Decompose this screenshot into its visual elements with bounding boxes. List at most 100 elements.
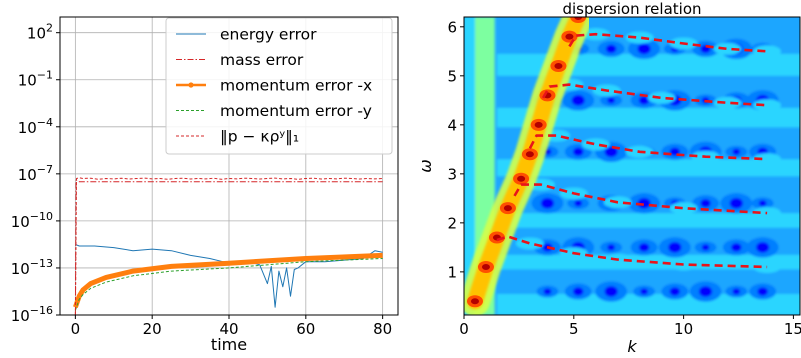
ridge-peak-core	[517, 175, 526, 182]
heatmap-branch-patch	[581, 138, 610, 151]
dispersion-plot: dispersion relation 0 5 10 15 1 2 3 4 5 6 k ω	[416, 0, 801, 356]
tick-label-omega: 2	[447, 214, 457, 232]
tick-label-y: 10−16	[11, 304, 53, 325]
heatmap-band	[496, 213, 800, 228]
legend-label: momentum error -x	[220, 77, 372, 95]
legend-label: energy error	[220, 26, 317, 44]
heatmap-branch-patch	[753, 153, 782, 166]
legend-marker	[188, 82, 194, 88]
ridge-peak-core	[525, 151, 534, 158]
tick-label-omega: 3	[447, 165, 457, 183]
ridge-peak-core	[574, 17, 583, 20]
dispersion-curves	[496, 32, 768, 269]
tick-label-omega: 4	[447, 116, 457, 134]
heatmap-blob-core	[607, 244, 615, 251]
heatmap-branch-patch	[713, 96, 742, 109]
heatmap-blob-core	[669, 287, 681, 296]
heatmap-branch-patch	[753, 99, 782, 112]
heatmap-branch-patch	[669, 202, 698, 215]
ridge-peak-core	[503, 205, 512, 212]
heatmap-blob-core	[607, 97, 615, 104]
heatmap-blob-core	[731, 243, 742, 252]
ridge-peak-core	[470, 298, 479, 305]
tick-label-y: 10−7	[18, 163, 53, 184]
heatmap-blob-core	[757, 287, 768, 296]
tick-label-omega: 6	[447, 18, 457, 36]
heatmap-blob-core	[637, 43, 651, 55]
tick-label-x: 0	[71, 320, 81, 338]
dispersion-ridge	[464, 17, 594, 315]
heatmap-blob-core	[574, 200, 583, 207]
heatmap-branch-patch	[753, 45, 782, 58]
heatmap-blob-core	[605, 44, 617, 54]
x-axis-label-left: time	[211, 335, 247, 354]
heatmap-blob-core	[729, 197, 743, 209]
heatmap-blob-core	[638, 243, 650, 252]
tick-label-x: 40	[219, 320, 238, 338]
heatmap-branch-patch	[515, 237, 544, 250]
heatmap-branch-patch	[625, 31, 654, 44]
heatmap-blob-core	[638, 96, 650, 105]
heatmap-blob-core	[698, 286, 713, 297]
heatmap-band	[496, 107, 800, 128]
heatmap-branch-patch	[713, 42, 742, 55]
ridge-peak-core	[554, 63, 563, 70]
legend: energy error mass error momentum error -x m…	[165, 17, 393, 155]
heatmap-blob-core	[637, 197, 651, 209]
tick-label-k: 5	[569, 320, 579, 338]
heatmap-blob-core	[604, 146, 618, 158]
heatmap-blob-core	[701, 244, 710, 251]
dispersion-curve-1	[513, 183, 768, 215]
heatmap-blob-core	[732, 148, 741, 155]
tick-label-y: 102	[27, 22, 53, 43]
ridge-peak-core	[481, 263, 490, 270]
legend-label: ‖p − κρʸ‖₁	[220, 128, 299, 146]
heatmap-blob-core	[543, 288, 552, 295]
tick-label-x: 20	[143, 320, 162, 338]
tick-label-k: 15	[784, 320, 801, 338]
heatmap-blob-core	[668, 241, 682, 253]
error-series	[73, 177, 383, 315]
heatmap-blob-core	[572, 147, 584, 157]
heatmap-band	[496, 293, 800, 315]
dispersion-curve-0	[496, 235, 768, 269]
tick-label-omega: 5	[447, 67, 457, 85]
tick-label-omega: 1	[447, 263, 457, 281]
tick-label-x: 80	[373, 320, 392, 338]
dispersion-curve-2	[528, 134, 768, 161]
heatmap-blob-core	[640, 288, 648, 295]
heatmap-blob-core	[540, 197, 555, 209]
tick-label-k: 10	[674, 320, 693, 338]
dispersion-title: dispersion relation	[562, 0, 701, 18]
legend-label: momentum error -y	[220, 102, 372, 120]
tick-label-y: 10−13	[11, 257, 53, 278]
heatmap-blob-core	[571, 94, 585, 106]
series-line-3	[74, 258, 383, 311]
tick-label-y: 10−10	[11, 210, 53, 231]
error-plot: 0 20 40 60 8010210−110−410−710−1010−1310−16 …	[11, 16, 399, 354]
ticks-right: 0 5 10 15 1 2 3 4 5 6	[447, 18, 801, 338]
tick-label-y: 10−4	[18, 116, 53, 137]
heatmap-branch-patch	[647, 91, 676, 104]
ridge-peak-core	[565, 33, 574, 40]
heatmap-blob-core	[756, 241, 770, 253]
x-axis-label-right: k	[627, 337, 637, 356]
ticks-left: 0 20 40 60 80 102 10−1 10−4 10−7 10−10 10−13 10−16	[11, 22, 392, 338]
series-line-4	[74, 177, 383, 315]
legend-box	[165, 17, 393, 155]
series-line-1	[74, 179, 383, 315]
heatmap-band	[496, 159, 800, 177]
axes-frame-right	[463, 16, 801, 316]
heatmap-blob-core	[700, 198, 711, 208]
heatmap-region	[464, 17, 475, 315]
tick-label-x: 60	[296, 320, 315, 338]
heatmap-blob-core	[604, 286, 618, 297]
tick-label-y: 10−1	[18, 69, 53, 90]
heatmap	[464, 17, 800, 315]
heatmap-blob-core	[758, 200, 767, 207]
heatmap-blob-core	[572, 287, 584, 296]
legend-label: mass error	[220, 51, 304, 69]
heatmap-blob-core	[732, 288, 741, 295]
ridge-peak-core	[534, 121, 543, 128]
